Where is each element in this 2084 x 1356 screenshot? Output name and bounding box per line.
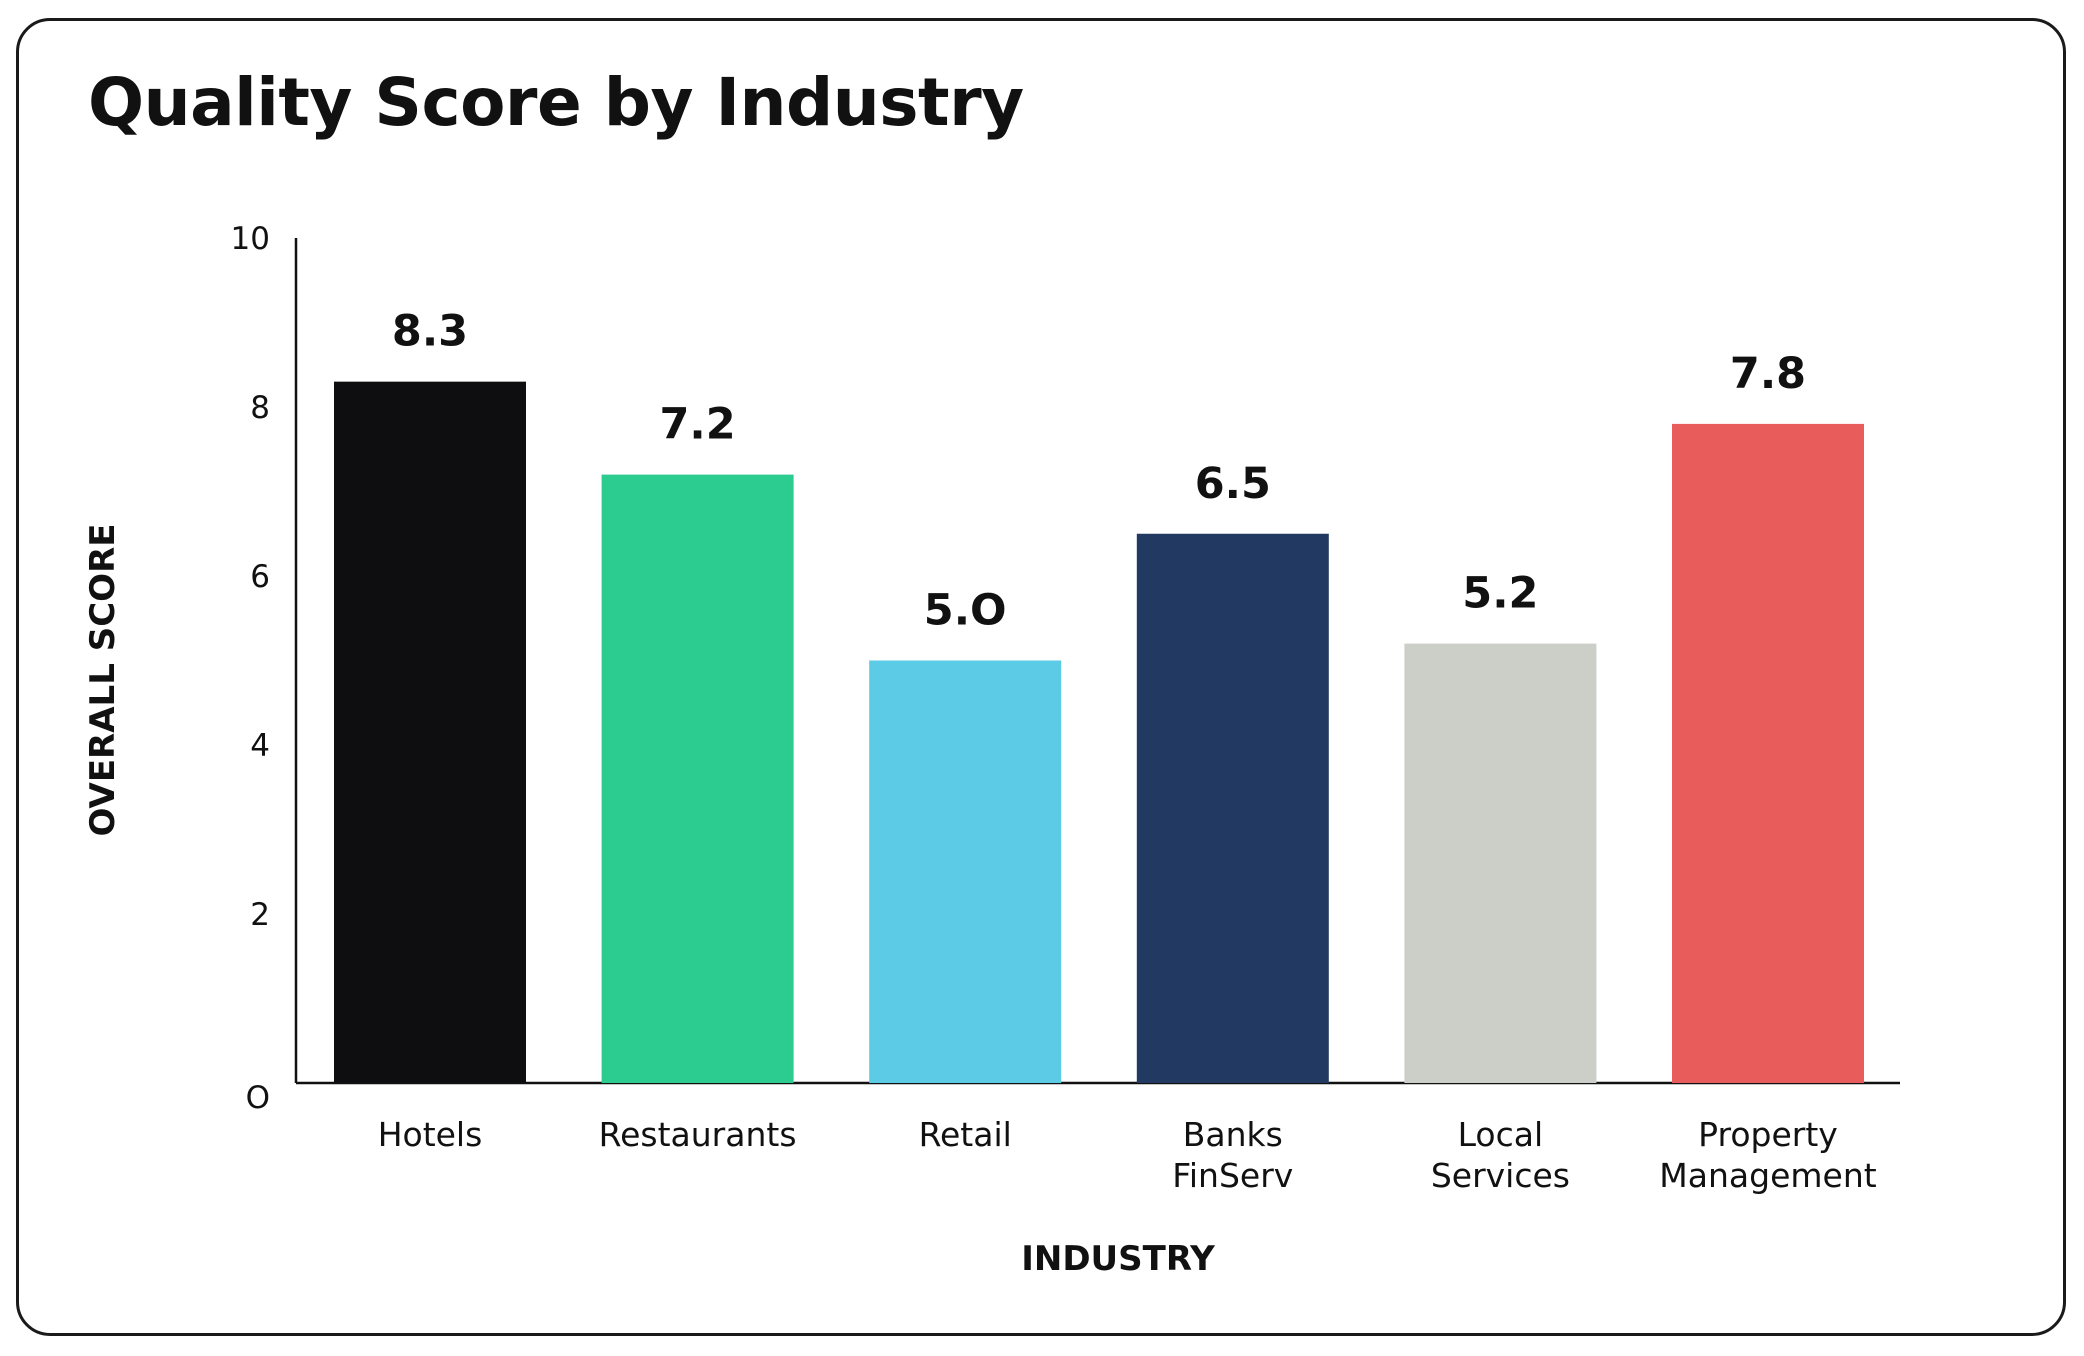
category-label: FinServ [1172, 1156, 1293, 1195]
bar-value-label: 8.3 [392, 307, 468, 357]
bar [869, 660, 1062, 1083]
y-axis-title: OVERALL SCORE [83, 524, 123, 837]
bar-value-label: 7.8 [1730, 349, 1806, 399]
y-tick-label: 8 [250, 390, 270, 426]
category-label: Hotels [378, 1115, 483, 1154]
bar [1404, 643, 1597, 1083]
category-label: Property [1698, 1115, 1838, 1154]
bar-value-label: 5.2 [1462, 569, 1538, 619]
category-label: Retail [919, 1115, 1012, 1154]
bar [1672, 423, 1864, 1083]
value-labels: 8.3 7.2 5.O 6.5 5.2 7.8 [392, 307, 1806, 636]
y-tick-label: 6 [250, 559, 270, 595]
y-tick-label: 10 [231, 221, 270, 257]
category-label: Banks [1183, 1115, 1283, 1154]
bar [1136, 533, 1329, 1083]
bar-value-label: 6.5 [1195, 459, 1271, 509]
y-tick-label: 2 [250, 897, 270, 933]
y-tick-label: 4 [250, 728, 270, 764]
y-tick-label: O [246, 1080, 270, 1116]
bars [334, 381, 1864, 1084]
y-tick-labels: O 2 4 6 8 10 [231, 221, 270, 1116]
category-label: Services [1431, 1156, 1570, 1195]
category-label: Management [1659, 1156, 1876, 1195]
bar [601, 474, 794, 1084]
category-label: Restaurants [599, 1115, 797, 1154]
category-label: Local [1458, 1115, 1544, 1154]
chart-title: Quality Score by Industry [88, 64, 1024, 141]
bar-value-label: 7.2 [660, 400, 736, 450]
x-axis-title: INDUSTRY [1021, 1239, 1215, 1279]
bar [334, 381, 526, 1083]
bar-value-label: 5.O [924, 586, 1007, 636]
